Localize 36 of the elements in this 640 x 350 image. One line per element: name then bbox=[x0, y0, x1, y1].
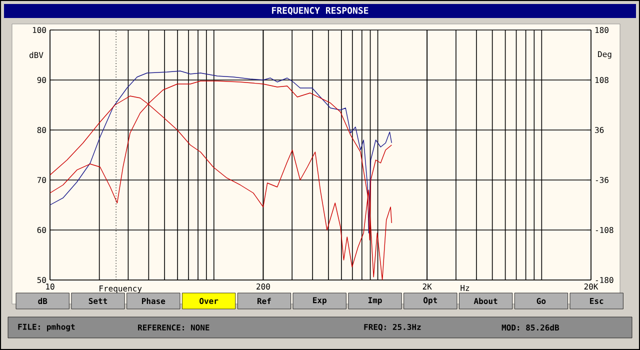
y-tick-label: 100 bbox=[32, 26, 46, 34]
x-tick-label: 10 bbox=[46, 284, 54, 290]
text: Go bbox=[536, 298, 546, 304]
x-tick-label: 200 bbox=[256, 284, 270, 290]
y-axis-title: dBV bbox=[30, 52, 44, 58]
y2-axis-title: Deg bbox=[598, 51, 612, 59]
y-tick-label: 50 bbox=[37, 276, 46, 284]
y2-tick-label: -108 bbox=[596, 226, 614, 234]
y2-tick-label: 108 bbox=[595, 76, 608, 84]
text: Ref bbox=[258, 298, 271, 304]
text: Imp bbox=[368, 297, 382, 305]
text: Exp bbox=[313, 297, 326, 305]
y2-tick-label: -36 bbox=[596, 176, 608, 184]
chart-title: FREQUENCY RESPONSE bbox=[272, 7, 368, 15]
y2-tick-label: 36 bbox=[595, 126, 604, 134]
x-axis-title: Frequency bbox=[100, 286, 142, 294]
y-tick-label: 60 bbox=[37, 226, 46, 234]
text: Sett bbox=[88, 298, 108, 304]
x-tick-label: 20K bbox=[584, 284, 598, 290]
y-tick-label: 90 bbox=[37, 76, 46, 84]
text: Esc bbox=[590, 298, 604, 304]
text: MOD: 85.26dB bbox=[502, 324, 560, 331]
y-tick-label: 70 bbox=[37, 176, 46, 184]
y2-tick-label: -180 bbox=[596, 276, 614, 284]
text: dB bbox=[38, 298, 48, 304]
text: Over bbox=[200, 298, 218, 304]
text: About bbox=[474, 298, 498, 304]
y-tick-label: 80 bbox=[37, 126, 46, 134]
text: Opt bbox=[424, 297, 437, 305]
text: FILE: pmhogt bbox=[18, 324, 75, 332]
y2-tick-label: 180 bbox=[595, 26, 608, 34]
text: Hz bbox=[460, 285, 470, 291]
text: FREQ: 25.3Hz bbox=[364, 324, 421, 332]
text: REFERENCE: NONE bbox=[138, 324, 210, 331]
x-tick-label: 2K bbox=[422, 284, 432, 290]
text: Phase bbox=[142, 298, 166, 304]
